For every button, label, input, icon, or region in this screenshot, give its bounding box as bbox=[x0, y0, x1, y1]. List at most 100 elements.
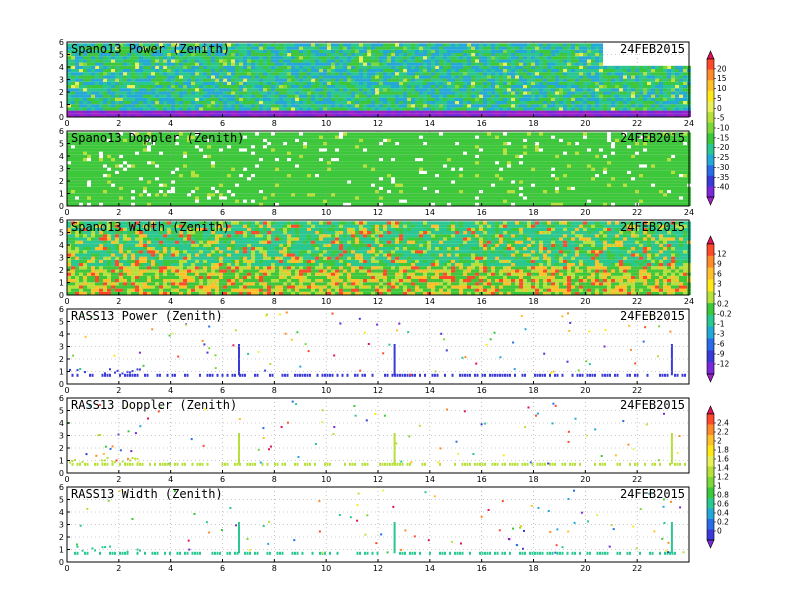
data-cell bbox=[655, 101, 659, 105]
data-cell bbox=[375, 72, 379, 76]
data-cell bbox=[335, 75, 339, 79]
data-cell bbox=[407, 43, 411, 47]
data-cell bbox=[219, 65, 223, 69]
data-cell bbox=[627, 97, 631, 101]
data-cell bbox=[219, 142, 223, 146]
data-cell bbox=[387, 65, 391, 69]
data-cell bbox=[463, 91, 467, 95]
data-cell bbox=[275, 196, 279, 200]
data-cell bbox=[567, 62, 571, 66]
data-cell bbox=[295, 110, 299, 114]
data-cell bbox=[471, 56, 475, 60]
data-cell bbox=[115, 158, 119, 162]
data-cell bbox=[487, 43, 491, 47]
data-cell bbox=[467, 94, 471, 98]
data-cell bbox=[591, 69, 595, 73]
data-cell bbox=[195, 46, 199, 50]
data-cell bbox=[103, 97, 107, 101]
data-cell bbox=[287, 94, 291, 98]
data-cell bbox=[287, 132, 291, 136]
data-cell bbox=[299, 59, 303, 63]
data-cell bbox=[191, 72, 195, 76]
data-cell bbox=[163, 75, 167, 79]
data-cell bbox=[163, 107, 167, 111]
data-cell bbox=[199, 97, 203, 101]
data-cell bbox=[331, 164, 335, 168]
data-cell bbox=[383, 49, 387, 53]
data-cell bbox=[367, 110, 371, 114]
data-cell bbox=[259, 174, 263, 178]
data-cell bbox=[219, 94, 223, 98]
data-cell bbox=[367, 59, 371, 63]
data-cell bbox=[415, 65, 419, 69]
data-cell bbox=[79, 91, 83, 95]
data-cell bbox=[243, 94, 247, 98]
data-cell bbox=[475, 43, 479, 47]
data-cell bbox=[187, 97, 191, 101]
data-cell bbox=[119, 53, 123, 57]
data-cell bbox=[91, 138, 95, 142]
data-cell bbox=[275, 193, 279, 197]
data-cell bbox=[255, 69, 259, 73]
data-cell bbox=[603, 65, 607, 69]
data-cell bbox=[211, 177, 215, 181]
data-cell bbox=[463, 49, 467, 53]
data-cell bbox=[279, 78, 283, 82]
data-cell bbox=[575, 97, 579, 101]
data-cell bbox=[431, 75, 435, 79]
data-cell bbox=[407, 65, 411, 69]
data-cell bbox=[379, 62, 383, 66]
data-cell bbox=[407, 56, 411, 60]
data-cell bbox=[163, 180, 167, 184]
data-cell bbox=[115, 138, 119, 142]
data-cell bbox=[683, 81, 687, 85]
data-cell bbox=[115, 193, 119, 197]
data-cell bbox=[303, 46, 307, 50]
data-cell bbox=[99, 62, 103, 66]
data-cell bbox=[167, 104, 171, 108]
data-cell bbox=[191, 193, 195, 197]
data-cell bbox=[627, 104, 631, 108]
data-cell bbox=[231, 91, 235, 95]
data-cell bbox=[327, 138, 331, 142]
data-cell bbox=[479, 107, 483, 111]
data-cell bbox=[475, 97, 479, 101]
data-cell bbox=[451, 49, 455, 53]
data-cell bbox=[659, 81, 663, 85]
data-cell bbox=[323, 78, 327, 82]
data-cell bbox=[271, 53, 275, 57]
data-cell bbox=[295, 62, 299, 66]
data-cell bbox=[139, 78, 143, 82]
data-cell bbox=[135, 94, 139, 98]
data-cell bbox=[659, 101, 663, 105]
data-cell bbox=[431, 101, 435, 105]
data-cell bbox=[119, 199, 123, 203]
data-cell bbox=[375, 101, 379, 105]
data-cell bbox=[251, 78, 255, 82]
data-cell bbox=[107, 199, 111, 203]
data-cell bbox=[231, 167, 235, 171]
data-cell bbox=[499, 81, 503, 85]
data-cell bbox=[159, 91, 163, 95]
data-cell bbox=[203, 43, 207, 47]
data-cell bbox=[259, 132, 263, 136]
data-cell bbox=[427, 107, 431, 111]
data-cell bbox=[559, 75, 563, 79]
data-cell bbox=[227, 202, 231, 206]
data-cell bbox=[127, 183, 131, 187]
data-cell bbox=[215, 94, 219, 98]
data-cell bbox=[199, 43, 203, 47]
data-cell bbox=[355, 107, 359, 111]
data-cell bbox=[495, 113, 499, 117]
data-cell bbox=[475, 113, 479, 117]
data-cell bbox=[635, 97, 639, 101]
data-cell bbox=[191, 174, 195, 178]
data-cell bbox=[167, 148, 171, 152]
data-cell bbox=[295, 196, 299, 200]
data-cell bbox=[323, 81, 327, 85]
data-cell bbox=[331, 107, 335, 111]
data-cell bbox=[91, 46, 95, 50]
data-cell bbox=[191, 107, 195, 111]
data-cell bbox=[119, 110, 123, 114]
data-cell bbox=[379, 43, 383, 47]
